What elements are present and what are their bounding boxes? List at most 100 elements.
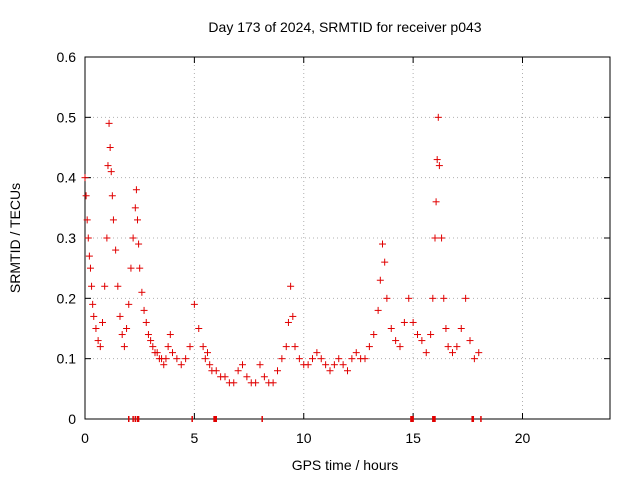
data-point — [376, 276, 384, 284]
data-point — [96, 343, 104, 351]
data-point — [400, 318, 408, 326]
data-point — [243, 373, 251, 381]
data-point — [212, 367, 220, 375]
data-point — [199, 343, 207, 351]
data-point — [427, 331, 435, 339]
data-point — [335, 355, 343, 363]
y-tick-label: 0.6 — [57, 49, 77, 65]
data-point — [86, 264, 94, 272]
data-point — [114, 282, 122, 290]
data-point — [166, 331, 174, 339]
data-point — [252, 379, 260, 387]
data-point — [239, 361, 246, 369]
data-point — [348, 355, 356, 363]
data-point — [256, 361, 264, 369]
data-point — [138, 288, 146, 296]
y-tick-label: 0.1 — [57, 351, 77, 367]
data-point — [387, 325, 395, 332]
data-point — [234, 367, 242, 375]
data-point — [422, 349, 430, 357]
data-point — [134, 216, 141, 224]
data-point — [116, 312, 124, 320]
data-point — [466, 337, 474, 345]
data-point — [144, 331, 152, 339]
data-point — [409, 318, 417, 326]
data-point — [107, 168, 115, 176]
data-point — [173, 355, 181, 363]
data-point — [434, 113, 442, 121]
data-point — [339, 361, 347, 369]
data-point — [370, 331, 378, 339]
data-point — [344, 367, 351, 375]
data-point — [440, 294, 448, 302]
y-tick-label: 0.4 — [57, 170, 77, 186]
data-point — [129, 234, 137, 242]
chart-title: Day 173 of 2024, SRMTID for receiver p04… — [208, 19, 481, 35]
data-point — [475, 349, 483, 357]
data-point — [322, 361, 330, 369]
data-point — [182, 355, 190, 363]
data-point — [449, 349, 456, 357]
data-point — [379, 240, 386, 248]
x-tick-label: 10 — [296, 430, 312, 446]
data-point — [295, 355, 303, 363]
y-axis-label: SRMTID / TECUs — [7, 183, 23, 293]
y-tick-label: 0.3 — [57, 230, 77, 246]
data-point — [106, 144, 114, 151]
data-point — [118, 331, 126, 339]
data-point — [149, 343, 157, 351]
grid — [85, 57, 610, 419]
x-axis-label: GPS time / hours — [292, 457, 399, 473]
ticks: 0 0.1 0.2 0.3 0.4 0.5 0.6 0 5 10 15 20 — [57, 49, 610, 446]
x-tick-label: 5 — [190, 430, 198, 446]
data-point — [309, 355, 316, 363]
data-point — [195, 325, 203, 332]
data-point — [457, 325, 465, 332]
data-point — [435, 162, 443, 170]
data-point — [135, 240, 143, 248]
y-tick-label: 0.5 — [57, 109, 77, 125]
data-point — [431, 234, 439, 242]
data-point — [418, 337, 426, 345]
data-point — [429, 294, 437, 302]
data-point — [92, 325, 100, 332]
data-point — [462, 294, 470, 302]
x-tick-label: 20 — [515, 430, 531, 446]
data-point — [94, 337, 102, 345]
data-point — [433, 156, 441, 164]
data-point — [169, 349, 176, 357]
data-point — [108, 192, 116, 200]
data-point — [103, 234, 111, 242]
data-point — [164, 343, 172, 351]
data-point — [201, 355, 209, 363]
data-point — [89, 300, 97, 308]
data-point — [304, 361, 312, 369]
data-point — [291, 343, 299, 351]
x-tick-label: 0 — [81, 430, 89, 446]
data-point — [442, 325, 450, 332]
data-point — [142, 318, 150, 326]
y-tick-label: 0.2 — [57, 290, 77, 306]
data-point — [274, 367, 281, 375]
data-point — [396, 343, 404, 351]
data-point — [112, 246, 120, 254]
data-point — [282, 343, 290, 351]
data-point — [260, 373, 268, 381]
data-point — [125, 300, 133, 308]
data-point — [444, 343, 452, 351]
data-point — [221, 373, 229, 381]
data-point — [84, 234, 92, 242]
data-point — [414, 331, 421, 339]
x-tick-label: 15 — [405, 430, 421, 446]
data-point — [85, 252, 93, 260]
data-point — [278, 355, 286, 363]
data-point — [123, 325, 131, 332]
data-point — [365, 343, 373, 351]
data-point — [131, 204, 139, 212]
data-point — [136, 264, 144, 272]
data-point — [132, 186, 140, 194]
data-point — [392, 337, 400, 345]
data-point — [160, 361, 168, 369]
